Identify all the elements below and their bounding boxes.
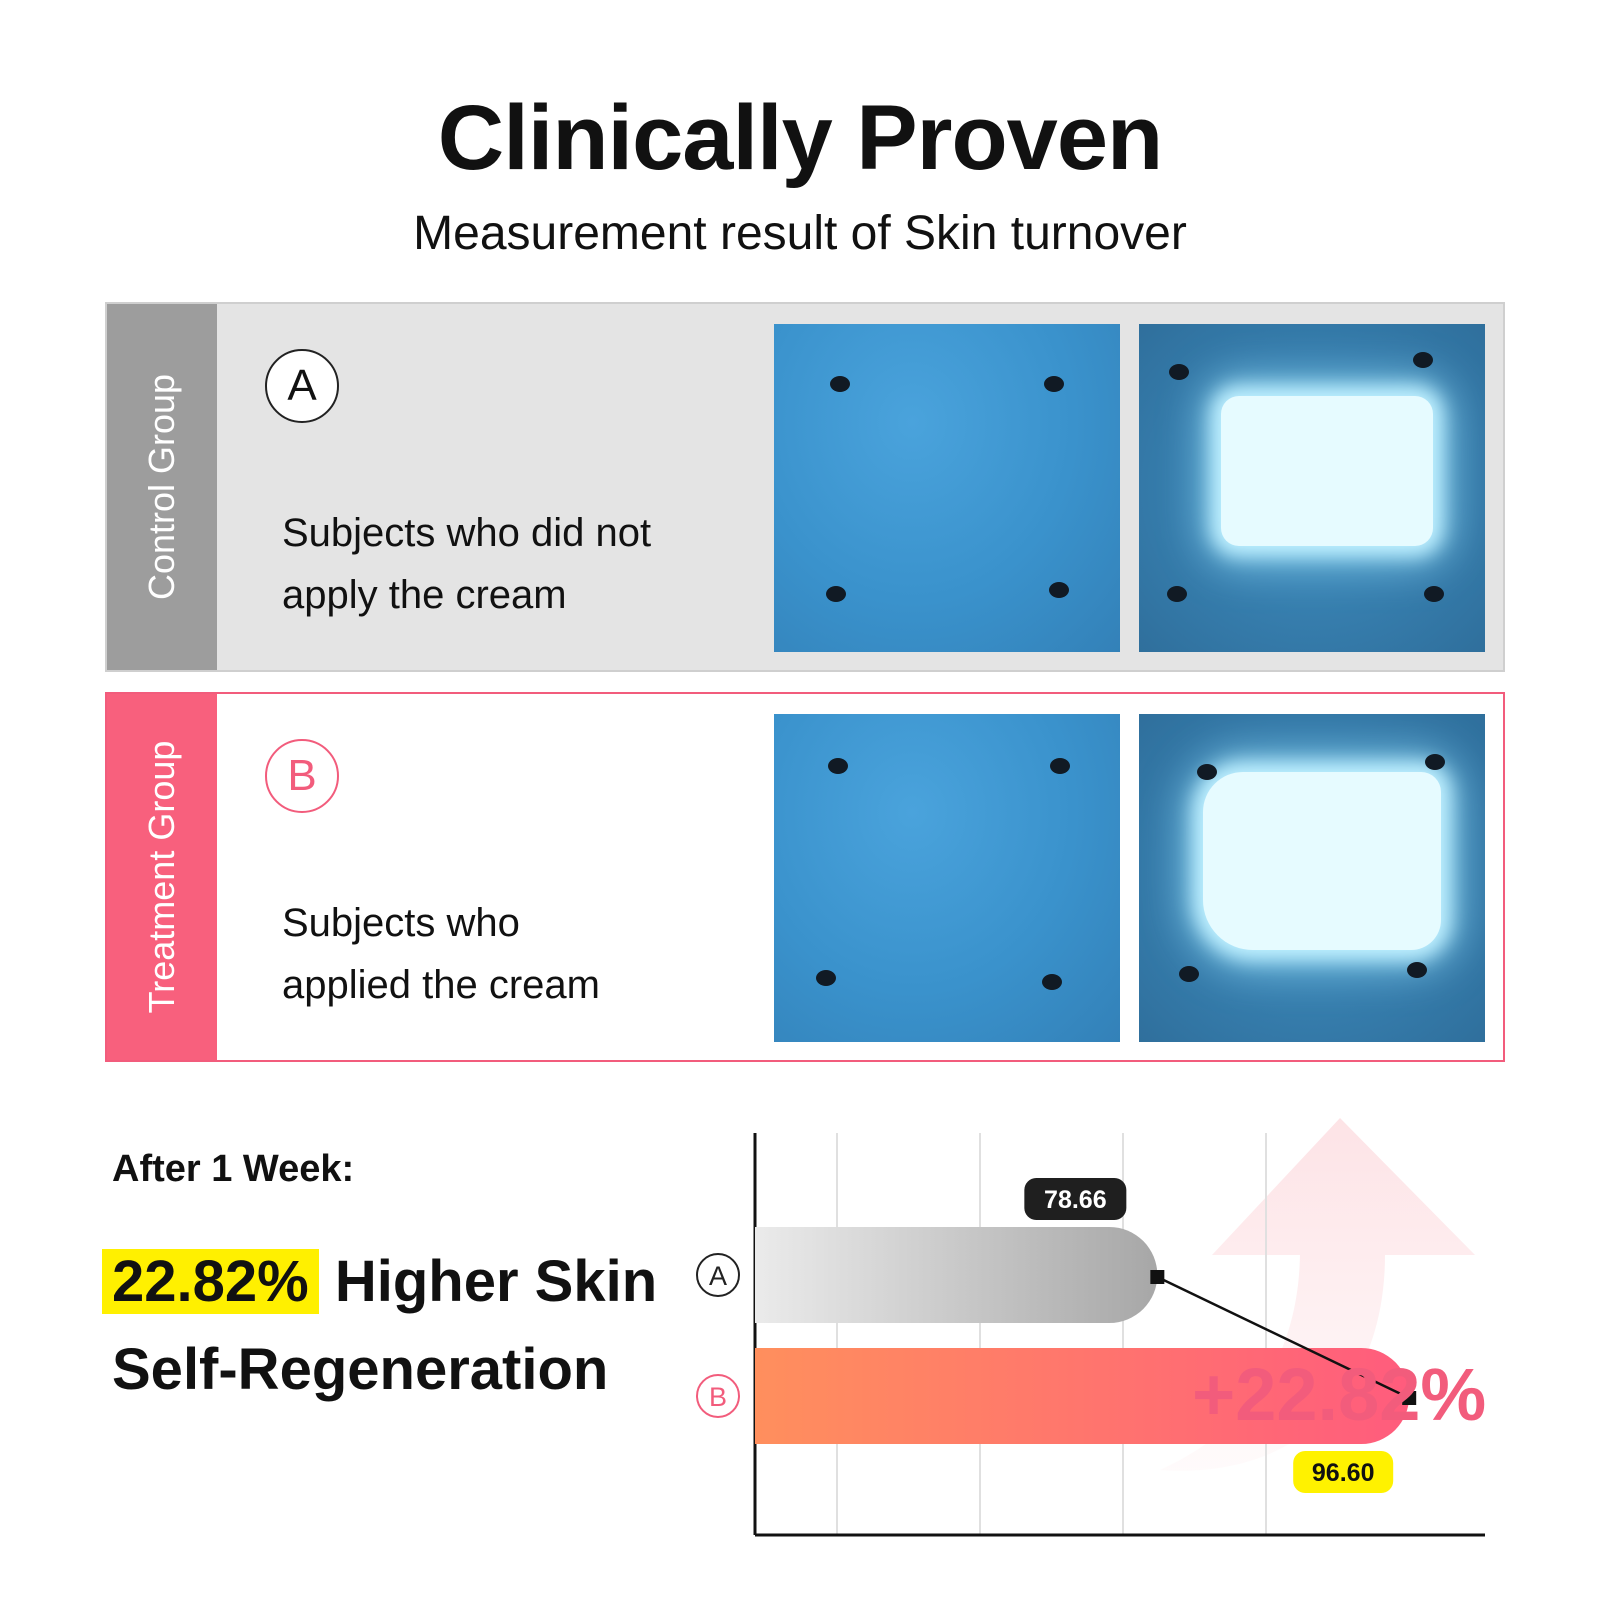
group-badge-b: B [265,739,339,813]
marker-dot [830,376,850,392]
marker-dot [1044,376,1064,392]
control-before-photo [774,324,1120,652]
control-after-photo [1139,324,1485,652]
category-badge-b [696,1374,740,1418]
marker-dot [1424,586,1444,602]
value-label-a: 78.66 [1044,1186,1107,1214]
marker-dot [1197,764,1217,780]
treatment-group-tab: Treatment Group [107,694,217,1060]
category-label: A [709,1261,727,1291]
control-group-panel: Control Group A Subjects who did not app… [105,302,1505,672]
result-headline: 22.82% Higher Skin Self-Regeneration [102,1238,692,1414]
chart-gridlines [836,1133,1267,1535]
marker-dot [816,970,836,986]
value-label-b: 96.60 [1312,1459,1375,1487]
fluorescence-area [1203,772,1441,950]
control-group-description: Subjects who did not apply the cream [282,502,762,626]
connector-marker [1150,1270,1165,1284]
headline-line-1: 22.82% Higher Skin [102,1238,692,1326]
value-label-bg [1024,1178,1127,1220]
treatment-after-photo [1139,714,1485,1042]
highlight-percent: 22.82% [102,1249,319,1314]
description-line: apply the cream [282,573,567,617]
value-label-bg [1293,1451,1394,1493]
category-label: B [709,1382,727,1412]
marker-dot [826,586,846,602]
marker-dot [1050,758,1070,774]
headline-rest: Higher Skin [334,1249,658,1314]
bar-b [755,1348,1410,1444]
treatment-group-description: Subjects who applied the cream [282,892,762,1016]
connector-marker [1402,1391,1417,1405]
marker-dot [1407,962,1427,978]
marker-dot [1413,352,1433,368]
period-label: After 1 Week: [112,1148,355,1190]
bar-a [755,1227,1158,1323]
connector-line [1156,1275,1410,1400]
category-badge-a [696,1253,740,1297]
page-title: Clinically Proven [437,87,1163,189]
marker-dot [1425,754,1445,770]
treatment-before-photo [774,714,1120,1042]
marker-dot [828,758,848,774]
treatment-group-panel: Treatment Group B Subjects who applied t… [105,692,1505,1062]
group-badge-a: A [265,349,339,423]
change-label: +22.82% [1192,1353,1486,1436]
marker-dot [1179,966,1199,982]
up-arrow-icon [1160,1118,1475,1471]
marker-dot [1169,364,1189,380]
control-group-tab: Control Group [107,304,217,670]
page-subtitle: Measurement result of Skin turnover [413,207,1187,260]
marker-dot [1167,586,1187,602]
marker-dot [1049,582,1069,598]
description-line: applied the cream [282,963,600,1007]
fluorescence-area [1221,396,1433,546]
headline-line-2: Self-Regeneration [112,1337,609,1402]
description-line: Subjects who did not [282,511,652,555]
description-line: Subjects who [282,901,520,945]
marker-dot [1042,974,1062,990]
